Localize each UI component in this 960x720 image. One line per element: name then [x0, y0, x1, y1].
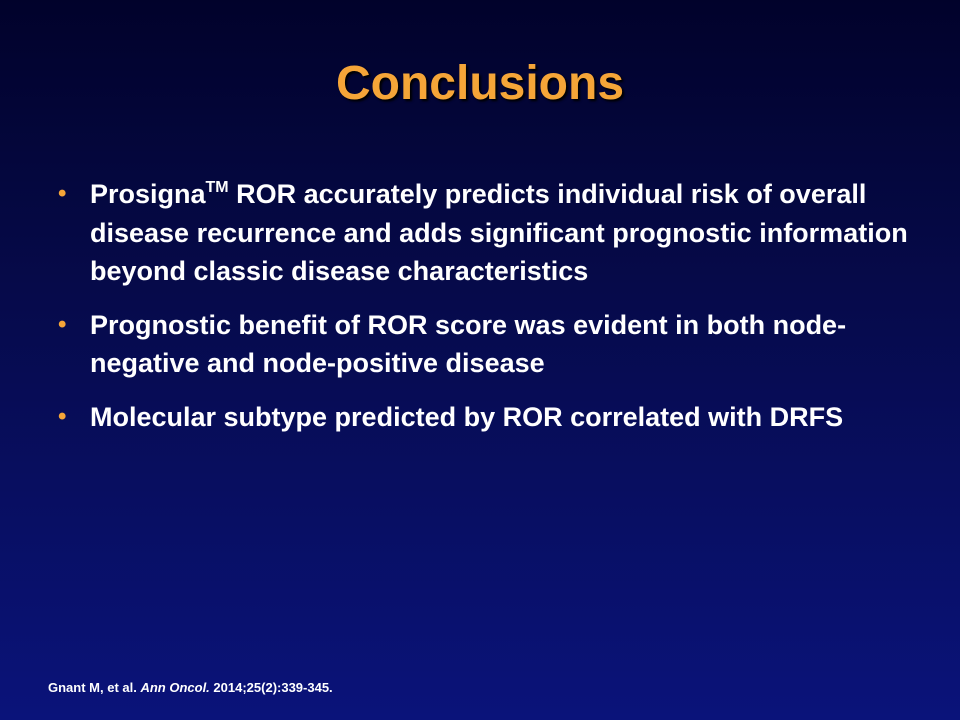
bullet-item: • Prognostic benefit of ROR score was ev… [58, 306, 918, 383]
bullet-text: Prognostic benefit of ROR score was evid… [90, 309, 847, 379]
citation-footnote: Gnant M, et al. Ann Oncol. 2014;25(2):33… [48, 680, 333, 695]
citation-journal: Ann Oncol. [140, 680, 210, 695]
trademark-superscript: TM [205, 179, 229, 196]
slide-title: Conclusions [335, 57, 625, 110]
bullet-icon: • [58, 310, 67, 338]
bullet-text: Molecular subtype predicted by ROR corre… [90, 401, 844, 432]
bullet-icon: • [58, 180, 67, 207]
bullet-item: • ProsignaTM ROR accurately predicts ind… [58, 175, 918, 291]
citation-authors: Gnant M, et al. [48, 680, 141, 695]
bullet-lead: Prosigna [90, 179, 206, 209]
bullet-text: ROR accurately predicts individual risk … [90, 179, 908, 286]
citation-details: 2014;25(2):339-345. [209, 680, 333, 695]
bullet-item: • Molecular subtype predicted by ROR cor… [58, 398, 918, 437]
bullet-icon: • [58, 402, 67, 430]
bullet-list: • ProsignaTM ROR accurately predicts ind… [58, 175, 918, 451]
